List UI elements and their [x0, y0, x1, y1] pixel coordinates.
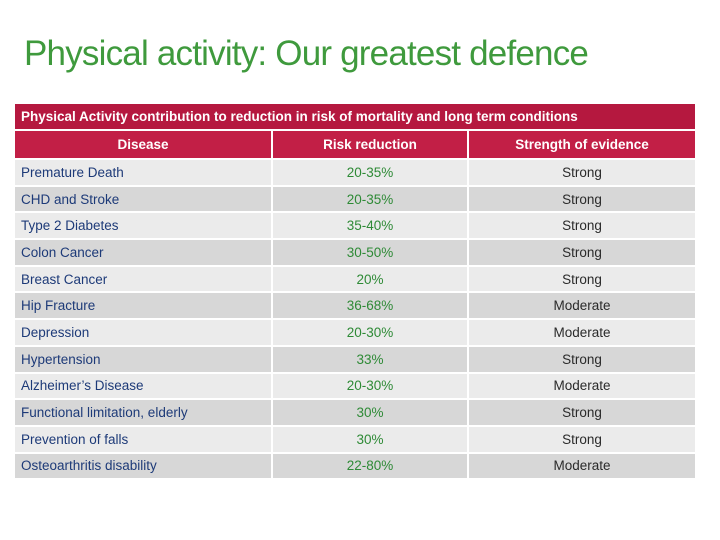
disease-cell: Hip Fracture	[15, 291, 273, 319]
table-row: CHD and Stroke 20-35% Strong	[15, 184, 696, 212]
disease-cell: Depression	[15, 318, 273, 345]
table-row: Prevention of falls 30% Strong	[15, 424, 696, 452]
risk-cell: 20-35%	[273, 184, 469, 212]
col-header-disease: Disease	[15, 129, 273, 158]
disease-cell: Prevention of falls	[15, 424, 273, 452]
risk-cell: 33%	[273, 344, 469, 372]
evidence-cell: Strong	[469, 344, 696, 372]
table-row: Premature Death 20-35% Strong	[15, 158, 696, 185]
disease-cell: CHD and Stroke	[15, 184, 273, 212]
table-row: Functional limitation, elderly 30% Stron…	[15, 398, 696, 425]
evidence-cell: Moderate	[469, 318, 696, 345]
table-row: Hypertension 33% Strong	[15, 344, 696, 372]
table-row: Colon Cancer 30-50% Strong	[15, 238, 696, 265]
risk-cell: 30-50%	[273, 238, 469, 265]
risk-cell: 30%	[273, 424, 469, 452]
disease-cell: Functional limitation, elderly	[15, 398, 273, 425]
risk-cell: 20-30%	[273, 318, 469, 345]
evidence-cell: Strong	[469, 424, 696, 452]
disease-cell: Colon Cancer	[15, 238, 273, 265]
risk-cell: 20-35%	[273, 158, 469, 185]
disease-cell: Type 2 Diabetes	[15, 211, 273, 239]
risk-cell: 35-40%	[273, 211, 469, 239]
table-row: Depression 20-30% Moderate	[15, 318, 696, 345]
evidence-cell: Moderate	[469, 291, 696, 319]
evidence-cell: Moderate	[469, 371, 696, 399]
table-caption: Physical Activity contribution to reduct…	[15, 104, 696, 129]
evidence-cell: Strong	[469, 158, 696, 185]
table-row: Type 2 Diabetes 35-40% Strong	[15, 211, 696, 239]
slide-title: Physical activity: Our greatest defence	[24, 34, 589, 73]
col-header-risk: Risk reduction	[273, 129, 469, 158]
risk-reduction-table: Physical Activity contribution to reduct…	[15, 104, 696, 479]
table-row: Alzheimer’s Disease 20-30% Moderate	[15, 371, 696, 399]
evidence-cell: Strong	[469, 184, 696, 212]
risk-cell: 36-68%	[273, 291, 469, 319]
risk-cell: 22-80%	[273, 451, 469, 479]
table-row: Breast Cancer 20% Strong	[15, 264, 696, 292]
risk-cell: 20%	[273, 264, 469, 292]
disease-cell: Alzheimer’s Disease	[15, 371, 273, 399]
risk-cell: 30%	[273, 398, 469, 425]
evidence-cell: Strong	[469, 398, 696, 425]
disease-cell: Hypertension	[15, 344, 273, 372]
risk-cell: 20-30%	[273, 371, 469, 399]
evidence-cell: Strong	[469, 238, 696, 265]
evidence-cell: Strong	[469, 264, 696, 292]
disease-cell: Osteoarthritis disability	[15, 451, 273, 479]
table-row: Osteoarthritis disability 22-80% Moderat…	[15, 451, 696, 479]
disease-cell: Premature Death	[15, 158, 273, 185]
disease-cell: Breast Cancer	[15, 264, 273, 292]
col-header-evidence: Strength of evidence	[469, 129, 696, 158]
table-row: Hip Fracture 36-68% Moderate	[15, 291, 696, 319]
evidence-cell: Strong	[469, 211, 696, 239]
evidence-cell: Moderate	[469, 451, 696, 479]
